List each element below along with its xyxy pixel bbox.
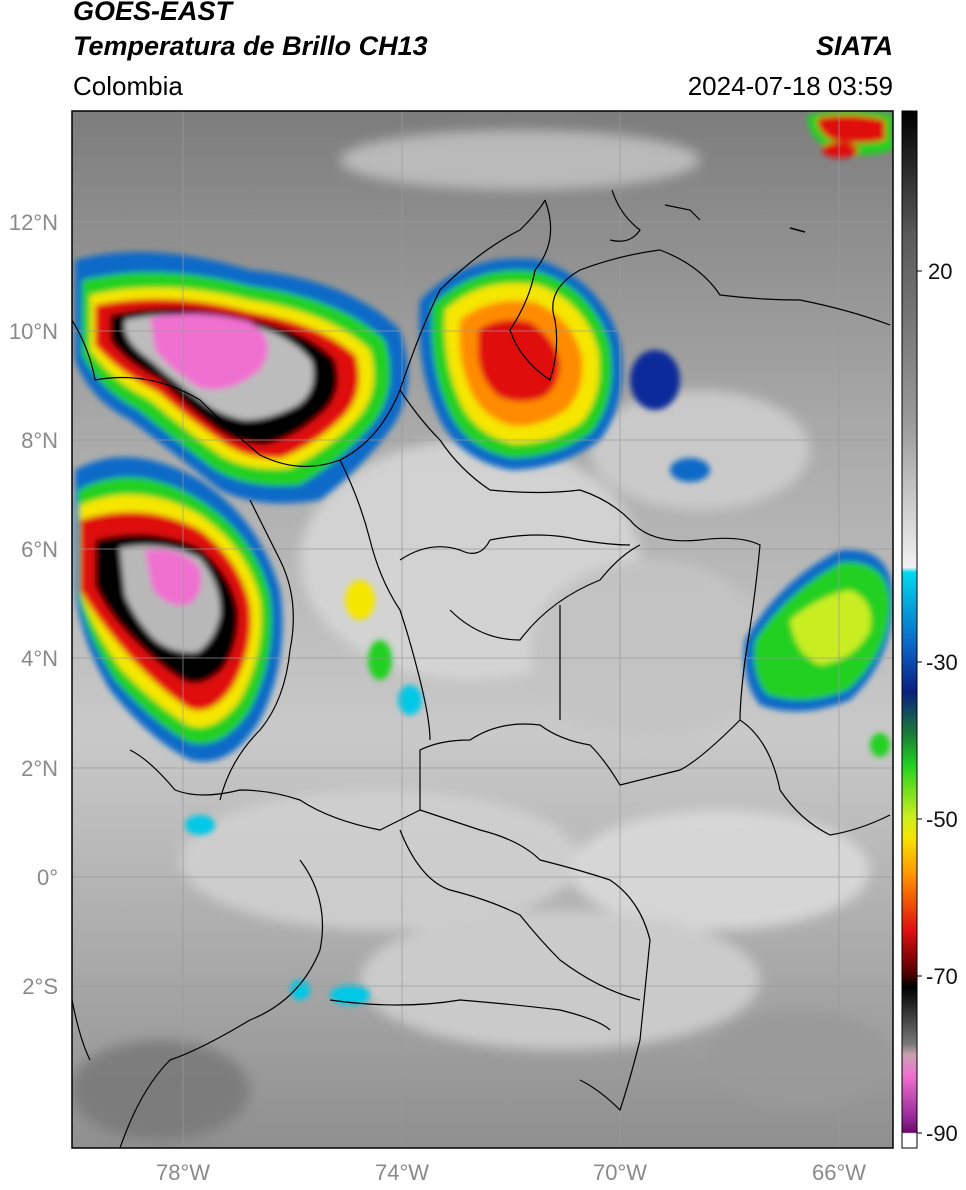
lat-label: 2°N <box>21 756 58 781</box>
product-title-line2: Temperatura de Brillo CH13 <box>73 31 428 61</box>
colorbar-tick: -90 <box>926 1121 958 1146</box>
colorbar-tick: -70 <box>926 964 958 989</box>
lon-label: 70°W <box>593 1160 647 1185</box>
colorbar: 20 -30 -50 -70 -90 <box>901 110 958 1149</box>
storm-cell-maracaibo <box>419 258 623 470</box>
island-coast-2 <box>789 227 806 233</box>
colorbar-tick: -50 <box>926 807 958 832</box>
colorbar-tick: -30 <box>926 650 958 675</box>
map-frame <box>71 110 894 1149</box>
lon-label: 66°W <box>812 1160 866 1185</box>
lon-label: 74°W <box>375 1160 429 1185</box>
colorbar-tick: 20 <box>928 259 952 284</box>
longitude-labels: 78°W 74°W 70°W 66°W <box>156 1160 866 1185</box>
lon-label: 78°W <box>156 1160 210 1185</box>
lat-label: 8°N <box>21 428 58 453</box>
colorbar-gradient <box>901 110 918 1149</box>
lat-label: 0° <box>37 865 58 890</box>
latitude-labels: 12°N 10°N 8°N 6°N 4°N 2°N 0° 2°S <box>9 210 58 999</box>
guajira-coast <box>609 189 641 242</box>
storm-cell-northeast <box>807 111 893 158</box>
storm-cell-west <box>75 457 283 762</box>
scattered-cells <box>185 350 890 1005</box>
lat-label: 6°N <box>21 537 58 562</box>
product-title-line1: GOES-EAST <box>73 0 233 26</box>
datetime-label: 2024-07-18 03:59 <box>687 71 893 101</box>
imagery-layer <box>72 111 893 1148</box>
island-coast <box>664 204 701 221</box>
lat-label: 12°N <box>9 210 58 235</box>
lat-label: 2°S <box>22 974 58 999</box>
lat-label: 4°N <box>21 646 58 671</box>
country-borders <box>72 199 891 1148</box>
lat-label: 10°N <box>9 319 58 344</box>
graticule <box>72 111 893 1148</box>
region-label: Colombia <box>73 71 183 101</box>
storm-cell-east <box>744 549 893 712</box>
source-label: SIATA <box>816 31 893 61</box>
